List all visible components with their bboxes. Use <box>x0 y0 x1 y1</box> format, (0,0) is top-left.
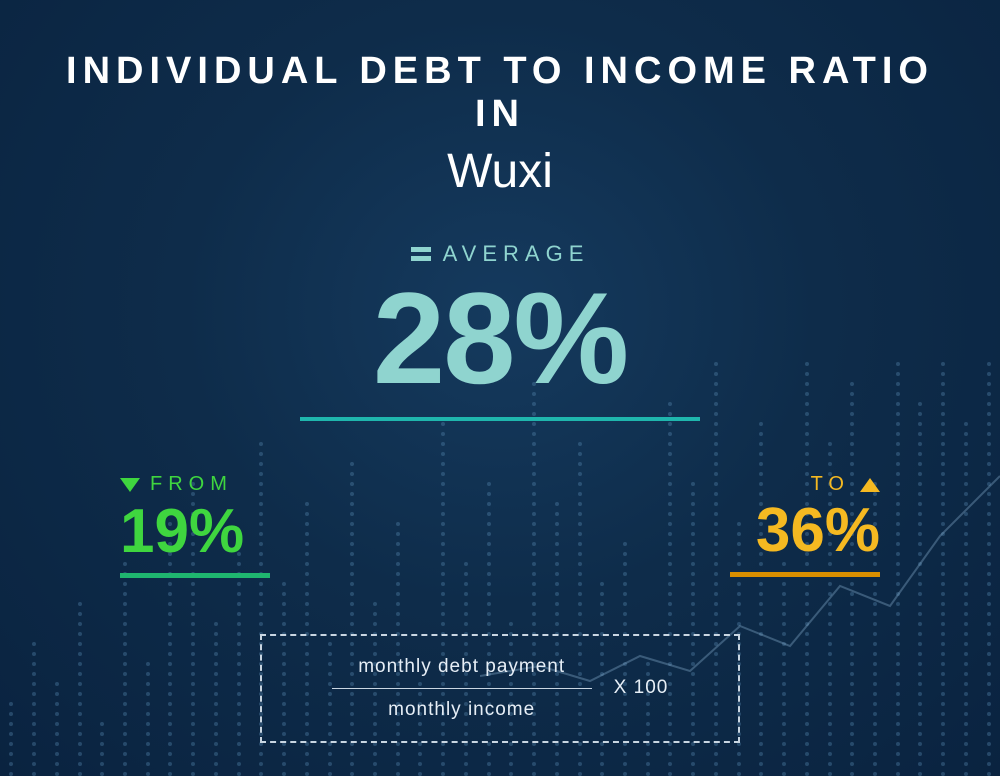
average-underline <box>300 417 700 421</box>
average-label: AVERAGE <box>443 241 590 267</box>
formula-fraction: monthly debt payment monthly income <box>332 656 592 722</box>
to-label: TO <box>811 473 850 496</box>
formula-numerator: monthly debt payment <box>358 656 565 678</box>
to-underline <box>730 572 880 577</box>
range-row: FROM 19% TO 36% <box>120 473 880 578</box>
fraction-line <box>332 688 592 690</box>
formula-denominator: monthly income <box>388 699 535 721</box>
content-area: INDIVIDUAL DEBT TO INCOME RATIO IN Wuxi … <box>0 0 1000 776</box>
title-line-1: INDIVIDUAL DEBT TO INCOME RATIO IN <box>60 50 940 136</box>
from-underline <box>120 573 270 578</box>
from-label: FROM <box>150 473 233 496</box>
from-label-row: FROM <box>120 473 233 496</box>
formula-box: monthly debt payment monthly income X 10… <box>260 634 740 744</box>
average-label-row: AVERAGE <box>411 241 590 267</box>
title-line-2: Wuxi <box>60 144 940 199</box>
average-block: AVERAGE 28% <box>60 239 940 421</box>
to-block: TO 36% <box>730 473 880 577</box>
triangle-up-icon <box>860 478 880 492</box>
to-value: 36% <box>730 500 880 562</box>
from-value: 19% <box>120 501 270 563</box>
formula-multiplier: X 100 <box>614 677 669 699</box>
triangle-down-icon <box>120 478 140 492</box>
equals-icon <box>411 247 431 261</box>
to-label-row: TO <box>811 473 880 496</box>
average-value: 28% <box>60 273 940 403</box>
from-block: FROM 19% <box>120 473 270 578</box>
